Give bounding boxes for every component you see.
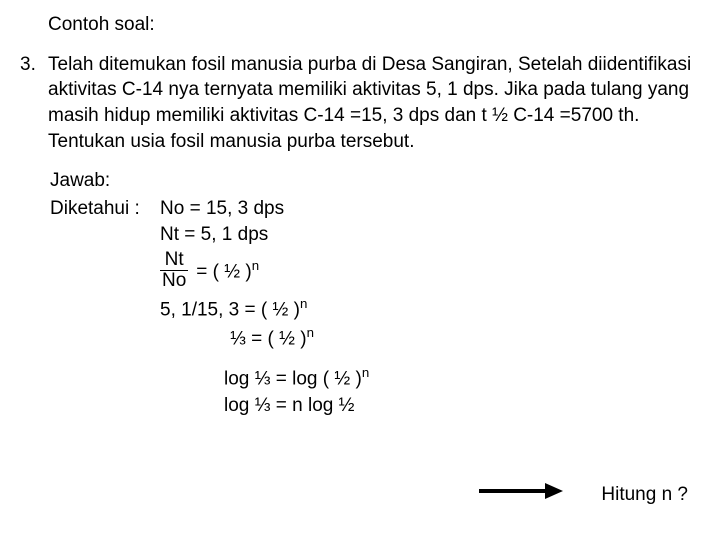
problem-text: Telah ditemukan fosil manusia purba di D… — [48, 52, 700, 155]
exponent-n: n — [362, 365, 369, 380]
fraction-rhs: = ( ½ )n — [196, 257, 259, 285]
eq-log2-text: log ⅓ = n log ½ — [224, 393, 354, 419]
section-title: Contoh soal: — [48, 12, 700, 38]
eq-log1: log ⅓ = log ( ½ )n — [224, 364, 369, 392]
exponent-n: n — [300, 296, 307, 311]
answer-label: Jawab: — [50, 168, 700, 194]
eq-one-third: ⅓ = ( ½ )n — [230, 324, 369, 352]
eq-nt: Nt = 5, 1 dps — [160, 222, 369, 248]
exponent-n: n — [252, 258, 259, 273]
fraction-numerator: Nt — [160, 250, 188, 271]
log-block: log ⅓ = log ( ½ )n log ⅓ = n log ½ — [224, 364, 369, 419]
eq-one-third-text: ⅓ = ( ½ ) — [230, 328, 307, 349]
arrow-icon — [477, 478, 565, 504]
eq-log1-text: log ⅓ = log ( ½ ) — [224, 368, 362, 389]
fraction-denominator: No — [160, 271, 188, 291]
eq-no: No = 15, 3 dps — [160, 196, 369, 222]
eq-division-text: 5, 1/15, 3 = ( ½ ) — [160, 299, 300, 320]
eq-log2: log ⅓ = n log ½ — [224, 393, 369, 419]
compute-hint: Hitung n ? — [601, 482, 688, 508]
problem-block: 3. Telah ditemukan fosil manusia purba d… — [20, 52, 700, 155]
known-body: No = 15, 3 dps Nt = 5, 1 dps Nt No = ( ½… — [160, 196, 369, 420]
eq-division: 5, 1/15, 3 = ( ½ )n — [160, 295, 369, 323]
eq-fraction: Nt No = ( ½ )n — [160, 250, 369, 291]
fraction: Nt No — [160, 250, 188, 291]
answer-block: Jawab: Diketahui : No = 15, 3 dps Nt = 5… — [50, 168, 700, 419]
rhs-text: = ( ½ ) — [196, 261, 251, 282]
exponent-n: n — [307, 325, 314, 340]
known-label: Diketahui : — [50, 196, 160, 420]
problem-number: 3. — [20, 52, 48, 155]
